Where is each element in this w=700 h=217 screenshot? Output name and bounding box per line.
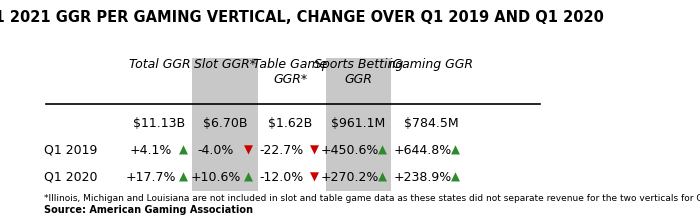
Text: ▲: ▲ xyxy=(244,171,253,184)
Text: Slot GGR*: Slot GGR* xyxy=(194,58,256,71)
Text: ▼: ▼ xyxy=(244,143,253,156)
Text: Sports Betting
GGR: Sports Betting GGR xyxy=(314,58,403,85)
Text: ▲: ▲ xyxy=(178,171,188,184)
Bar xyxy=(326,58,391,191)
Text: $11.13B: $11.13B xyxy=(134,117,186,130)
Text: ▲: ▲ xyxy=(178,143,188,156)
Text: ▲: ▲ xyxy=(377,171,386,184)
Text: Table Game
GGR*: Table Game GGR* xyxy=(253,58,328,85)
Text: Source: American Gaming Association: Source: American Gaming Association xyxy=(43,205,253,215)
Text: -4.0%: -4.0% xyxy=(197,143,234,156)
Text: Q1 2021 GGR PER GAMING VERTICAL, CHANGE OVER Q1 2019 AND Q1 2020: Q1 2021 GGR PER GAMING VERTICAL, CHANGE … xyxy=(0,10,604,25)
Text: ▲: ▲ xyxy=(451,171,460,184)
Text: +644.8%: +644.8% xyxy=(393,143,452,156)
Bar xyxy=(193,58,258,191)
Text: *Illinois, Michigan and Louisiana are not included in slot and table game data a: *Illinois, Michigan and Louisiana are no… xyxy=(43,194,700,203)
Text: +270.2%: +270.2% xyxy=(320,171,379,184)
Text: +10.6%: +10.6% xyxy=(190,171,241,184)
Text: ▲: ▲ xyxy=(377,143,386,156)
Text: -22.7%: -22.7% xyxy=(259,143,304,156)
Text: ▼: ▼ xyxy=(309,143,318,156)
Text: Total GGR: Total GGR xyxy=(129,58,190,71)
Text: ▲: ▲ xyxy=(451,143,460,156)
Text: $1.62B: $1.62B xyxy=(268,117,312,130)
Text: +450.6%: +450.6% xyxy=(320,143,379,156)
Text: -12.0%: -12.0% xyxy=(259,171,304,184)
Text: $961.1M: $961.1M xyxy=(331,117,386,130)
Text: ▼: ▼ xyxy=(309,171,318,184)
Text: $784.5M: $784.5M xyxy=(404,117,458,130)
Text: $6.70B: $6.70B xyxy=(203,117,247,130)
Text: Q1 2020: Q1 2020 xyxy=(43,171,97,184)
Text: +238.9%: +238.9% xyxy=(393,171,452,184)
Text: iGaming GGR: iGaming GGR xyxy=(389,58,473,71)
Text: +17.7%: +17.7% xyxy=(125,171,176,184)
Text: Q1 2019: Q1 2019 xyxy=(43,143,97,156)
Text: +4.1%: +4.1% xyxy=(130,143,172,156)
